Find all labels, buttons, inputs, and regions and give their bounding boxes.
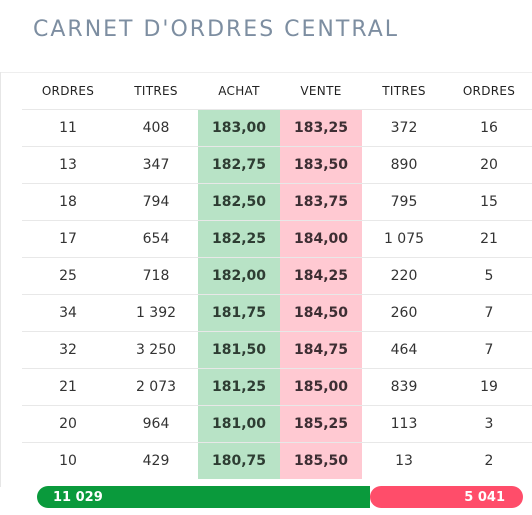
sell-qty-cell: 890 bbox=[362, 146, 446, 184]
table-row: 20 964 181,00 185,25 113 3 bbox=[22, 405, 532, 443]
ask-price-cell: 184,50 bbox=[280, 294, 362, 332]
buy-orders-cell: 13 bbox=[22, 146, 114, 184]
col-header-buy-orders: ORDRES bbox=[41, 83, 95, 98]
buy-orders-cell: 21 bbox=[22, 368, 114, 406]
buy-qty-cell: 1 392 bbox=[114, 294, 198, 332]
buy-qty-cell: 408 bbox=[114, 109, 198, 147]
ask-price-cell: 185,00 bbox=[280, 368, 362, 406]
table-header-row: ORDRES TITRES ACHAT VENTE TITRES ORDRES bbox=[22, 72, 532, 110]
sell-orders-cell: 15 bbox=[446, 183, 532, 221]
col-header-sell-orders: ORDRES bbox=[462, 83, 516, 98]
buy-orders-cell: 10 bbox=[22, 442, 114, 479]
table-row: 11 408 183,00 183,25 372 16 bbox=[22, 109, 532, 147]
sell-orders-cell: 7 bbox=[446, 331, 532, 369]
table-row: 34 1 392 181,75 184,50 260 7 bbox=[22, 294, 532, 332]
buy-qty-cell: 794 bbox=[114, 183, 198, 221]
bid-price-cell: 182,50 bbox=[198, 183, 280, 221]
buy-qty-cell: 3 250 bbox=[114, 331, 198, 369]
buy-orders-cell: 11 bbox=[22, 109, 114, 147]
ask-price-cell: 184,25 bbox=[280, 257, 362, 295]
bid-price-cell: 183,00 bbox=[198, 109, 280, 147]
bid-price-cell: 181,50 bbox=[198, 331, 280, 369]
buy-orders-cell: 17 bbox=[22, 220, 114, 258]
sell-qty-cell: 372 bbox=[362, 109, 446, 147]
buy-orders-cell: 20 bbox=[22, 405, 114, 443]
table-row: 10 429 180,75 185,50 13 2 bbox=[22, 442, 532, 479]
buy-qty-cell: 2 073 bbox=[114, 368, 198, 406]
bid-price-cell: 180,75 bbox=[198, 442, 280, 479]
table-row: 32 3 250 181,50 184,75 464 7 bbox=[22, 331, 532, 369]
table-row: 21 2 073 181,25 185,00 839 19 bbox=[22, 368, 532, 406]
buy-orders-cell: 34 bbox=[22, 294, 114, 332]
sell-orders-cell: 2 bbox=[446, 442, 532, 479]
sell-total-segment: 5 041 bbox=[370, 486, 523, 508]
col-header-bid: ACHAT bbox=[218, 83, 260, 98]
buy-qty-cell: 347 bbox=[114, 146, 198, 184]
table-row: 18 794 182,50 183,75 795 15 bbox=[22, 183, 532, 221]
buy-orders-cell: 25 bbox=[22, 257, 114, 295]
ask-price-cell: 184,00 bbox=[280, 220, 362, 258]
ask-price-cell: 184,75 bbox=[280, 331, 362, 369]
sell-qty-cell: 13 bbox=[362, 442, 446, 479]
sell-qty-cell: 220 bbox=[362, 257, 446, 295]
buy-orders-cell: 32 bbox=[22, 331, 114, 369]
totals-bar: 11 029 5 041 bbox=[37, 486, 523, 508]
sell-orders-cell: 16 bbox=[446, 109, 532, 147]
ask-price-cell: 183,25 bbox=[280, 109, 362, 147]
buy-orders-cell: 18 bbox=[22, 183, 114, 221]
buy-qty-cell: 964 bbox=[114, 405, 198, 443]
sell-qty-cell: 260 bbox=[362, 294, 446, 332]
sell-orders-cell: 7 bbox=[446, 294, 532, 332]
bid-price-cell: 181,00 bbox=[198, 405, 280, 443]
sell-orders-cell: 3 bbox=[446, 405, 532, 443]
page-title: CARNET D'ORDRES CENTRAL bbox=[33, 17, 400, 42]
sell-orders-cell: 20 bbox=[446, 146, 532, 184]
col-header-sell-qty: TITRES bbox=[382, 83, 426, 98]
buy-qty-cell: 718 bbox=[114, 257, 198, 295]
sell-qty-cell: 113 bbox=[362, 405, 446, 443]
buy-total-segment: 11 029 bbox=[37, 486, 371, 508]
table-row: 25 718 182,00 184,25 220 5 bbox=[22, 257, 532, 295]
bid-price-cell: 182,25 bbox=[198, 220, 280, 258]
ask-price-cell: 185,50 bbox=[280, 442, 362, 479]
ask-price-cell: 183,50 bbox=[280, 146, 362, 184]
bid-price-cell: 182,75 bbox=[198, 146, 280, 184]
ask-price-cell: 183,75 bbox=[280, 183, 362, 221]
buy-qty-cell: 429 bbox=[114, 442, 198, 479]
bid-price-cell: 182,00 bbox=[198, 257, 280, 295]
sell-qty-cell: 795 bbox=[362, 183, 446, 221]
sell-qty-cell: 1 075 bbox=[362, 220, 446, 258]
header-divider bbox=[0, 72, 532, 73]
sell-qty-cell: 839 bbox=[362, 368, 446, 406]
sell-total: 5 041 bbox=[464, 489, 505, 505]
order-book-body: 11 408 183,00 183,25 372 16 13 347 182,75 183,50 8… bbox=[22, 109, 532, 479]
bid-price-cell: 181,25 bbox=[198, 368, 280, 406]
left-border bbox=[0, 72, 1, 487]
bid-price-cell: 181,75 bbox=[198, 294, 280, 332]
table-row: 17 654 182,25 184,00 1 075 21 bbox=[22, 220, 532, 258]
sell-orders-cell: 5 bbox=[446, 257, 532, 295]
col-header-ask: VENTE bbox=[300, 83, 342, 98]
buy-qty-cell: 654 bbox=[114, 220, 198, 258]
order-book-table: ORDRES TITRES ACHAT VENTE TITRES ORDRES … bbox=[22, 72, 532, 479]
table-row: 13 347 182,75 183,50 890 20 bbox=[22, 146, 532, 184]
sell-qty-cell: 464 bbox=[362, 331, 446, 369]
buy-total: 11 029 bbox=[53, 489, 103, 505]
sell-orders-cell: 21 bbox=[446, 220, 532, 258]
ask-price-cell: 185,25 bbox=[280, 405, 362, 443]
col-header-buy-qty: TITRES bbox=[134, 83, 178, 98]
sell-orders-cell: 19 bbox=[446, 368, 532, 406]
